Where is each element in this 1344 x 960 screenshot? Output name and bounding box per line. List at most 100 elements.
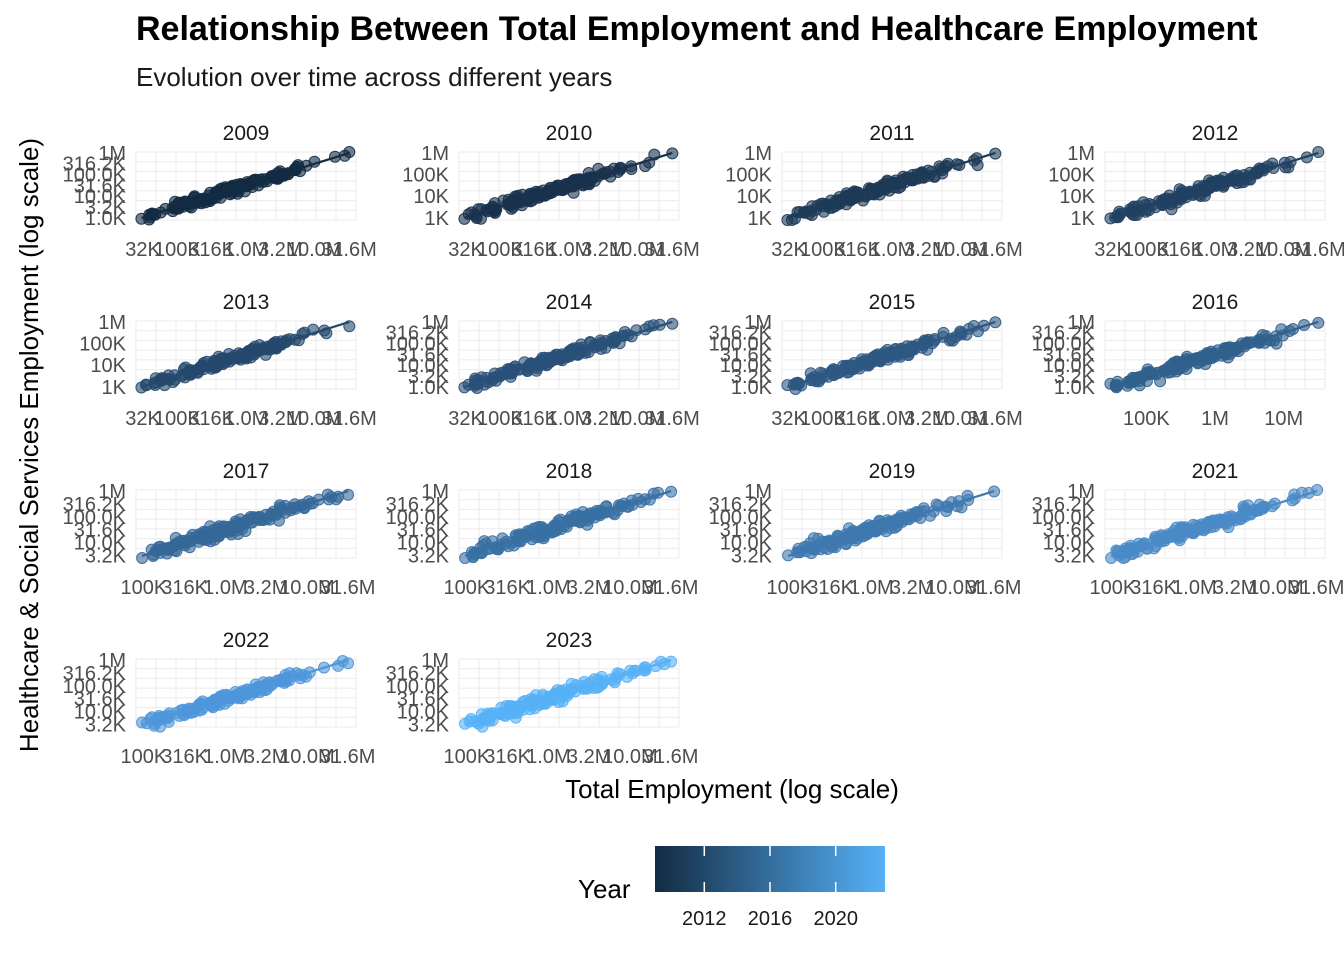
x-tick-label: 1M xyxy=(1201,408,1229,430)
x-tick-label: 10.0M xyxy=(610,239,666,261)
y-tick-label: 1M xyxy=(1067,481,1095,503)
x-tick-label: 31.6M xyxy=(644,408,700,430)
y-tick-label: 3.2K xyxy=(85,545,127,567)
y-tick-label: 1.0K xyxy=(731,377,773,399)
trend-line xyxy=(141,659,349,727)
y-tick-label: 10.0K xyxy=(720,355,773,377)
x-tick-label: 10.0M xyxy=(287,408,343,430)
facet-strip-label: 2013 xyxy=(223,291,270,314)
y-tick-label: 316.2K xyxy=(1032,494,1096,516)
y-tick-label: 31.6K xyxy=(74,689,127,711)
x-tick-label: 1.0M xyxy=(526,577,570,599)
y-tick-label: 1M xyxy=(744,481,772,503)
x-tick-label: 100K xyxy=(477,239,524,261)
y-tick-label: 31.6K xyxy=(720,344,773,366)
y-tick-label: 1K xyxy=(425,208,450,230)
y-tick-label: 100.0K xyxy=(1032,334,1096,356)
trend-line xyxy=(464,490,672,558)
x-tick-label: 31.6M xyxy=(643,746,699,768)
y-tick-label: 1.0K xyxy=(85,208,127,230)
x-tick-label: 31.6M xyxy=(320,746,376,768)
y-tick-label: 10.0K xyxy=(397,702,450,724)
data-point xyxy=(478,535,491,548)
y-axis-title: Healthcare & Social Services Employment … xyxy=(14,138,44,752)
trend-line xyxy=(787,490,995,558)
x-tick-label: 1.0M xyxy=(203,746,247,768)
facet-panel-2009: 20091.0K3.2K10.0K31.6K100.0K316.2K1M32K1… xyxy=(63,122,377,261)
x-tick-label: 3.2M xyxy=(581,408,625,430)
trend-line xyxy=(1110,490,1318,558)
x-tick-label: 31.6M xyxy=(967,239,1023,261)
facet-strip-label: 2022 xyxy=(223,629,270,652)
legend-tick-label: 2012 xyxy=(682,908,727,930)
x-tick-label: 100K xyxy=(154,239,201,261)
y-tick-label: 316.2K xyxy=(709,323,773,345)
x-tick-label: 316K xyxy=(834,408,881,430)
trend-line xyxy=(787,151,996,219)
x-tick-label: 1.0M xyxy=(870,239,914,261)
y-tick-label: 316.2K xyxy=(709,494,773,516)
x-tick-label: 31.6M xyxy=(966,577,1022,599)
x-tick-label: 1.0M xyxy=(547,239,591,261)
y-tick-label: 1M xyxy=(98,650,126,672)
y-tick-label: 316.2K xyxy=(1032,323,1096,345)
y-tick-label: 1.0K xyxy=(408,377,450,399)
data-point xyxy=(342,488,355,501)
y-tick-label: 1M xyxy=(744,312,772,334)
facet-strip-label: 2010 xyxy=(546,122,593,145)
x-tick-label: 100K xyxy=(800,239,847,261)
x-tick-label: 31.6M xyxy=(320,577,376,599)
facet-strip-label: 2011 xyxy=(869,122,914,145)
facet-panel-2010: 20101K10K100K1M32K100K316K1.0M3.2M10.0M3… xyxy=(402,122,700,261)
x-tick-label: 31.6M xyxy=(1289,577,1344,599)
y-tick-label: 10K xyxy=(90,355,126,377)
x-tick-label: 1.0M xyxy=(1172,577,1216,599)
x-tick-label: 10.0M xyxy=(279,577,335,599)
y-tick-label: 100.0K xyxy=(386,676,450,698)
x-tick-label: 3.2M xyxy=(1227,239,1271,261)
y-tick-label: 100.0K xyxy=(63,507,127,529)
y-tick-label: 3.2K xyxy=(85,197,127,219)
x-tick-label: 316K xyxy=(1157,239,1204,261)
y-tick-label: 316.2K xyxy=(386,663,450,685)
x-tick-label: 31.6M xyxy=(643,577,699,599)
y-tick-label: 31.6K xyxy=(720,520,773,542)
y-tick-label: 1M xyxy=(98,312,126,334)
x-axis-title: Total Employment (log scale) xyxy=(565,774,899,804)
y-tick-label: 3.2K xyxy=(85,714,127,736)
facet-strip-label: 2023 xyxy=(546,629,593,652)
legend-title: Year xyxy=(578,874,631,904)
y-tick-label: 10.0K xyxy=(397,533,450,555)
x-tick-label: 3.2M xyxy=(244,577,288,599)
x-tick-label: 32K xyxy=(448,239,484,261)
x-tick-label: 316K xyxy=(161,577,208,599)
y-tick-label: 1M xyxy=(1067,143,1095,165)
y-tick-label: 10.0K xyxy=(74,533,127,555)
x-tick-label: 1.0M xyxy=(224,408,268,430)
legend-tick-label: 2020 xyxy=(813,908,858,930)
y-tick-label: 31.6K xyxy=(397,344,450,366)
x-tick-label: 10.0M xyxy=(933,239,989,261)
data-point xyxy=(1312,146,1325,158)
x-tick-label: 31.6M xyxy=(967,408,1023,430)
x-tick-label: 3.2M xyxy=(258,408,302,430)
x-tick-label: 31.6M xyxy=(321,408,377,430)
y-tick-label: 316.2K xyxy=(386,494,450,516)
x-tick-label: 1.0M xyxy=(1193,239,1237,261)
trend-line xyxy=(787,320,996,388)
y-tick-label: 316.2K xyxy=(63,154,127,176)
trend-line xyxy=(141,490,349,558)
data-points xyxy=(136,488,355,564)
y-tick-label: 1M xyxy=(744,143,772,165)
trend-line xyxy=(464,659,672,727)
x-tick-label: 10M xyxy=(1264,408,1303,430)
x-tick-label: 1.0M xyxy=(547,408,591,430)
x-tick-label: 32K xyxy=(771,239,807,261)
x-tick-label: 100K xyxy=(1123,239,1170,261)
y-tick-label: 3.2K xyxy=(408,366,450,388)
x-tick-label: 3.2M xyxy=(904,408,948,430)
